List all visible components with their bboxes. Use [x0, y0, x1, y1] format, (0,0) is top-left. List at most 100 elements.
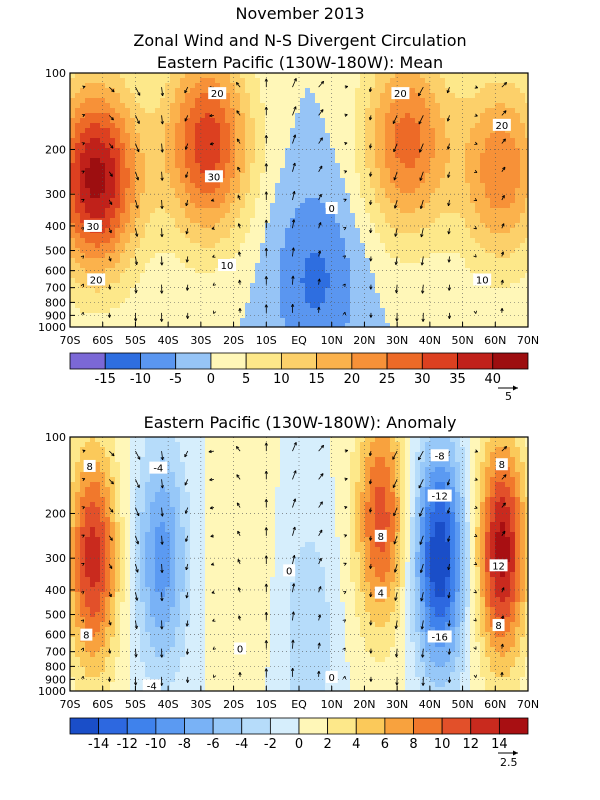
- field-cell: [450, 188, 456, 194]
- field-cell: [485, 223, 491, 229]
- field-cell: [510, 108, 516, 114]
- field-cell: [425, 278, 431, 284]
- field-cell: [500, 153, 506, 159]
- field-cell: [230, 98, 236, 104]
- field-cell: [220, 98, 226, 104]
- field-cell: [230, 143, 236, 149]
- field-cell: [155, 193, 161, 199]
- field-cell: [420, 183, 426, 189]
- field-cell: [515, 73, 521, 79]
- field-cell: [305, 158, 311, 164]
- field-cell: [300, 138, 306, 144]
- field-cell: [355, 203, 361, 209]
- vector-arrow: [318, 109, 324, 116]
- field-cell: [95, 253, 101, 259]
- field-cell: [395, 233, 401, 239]
- field-cell: [405, 303, 411, 309]
- field-cell: [305, 148, 311, 154]
- field-cell: [95, 83, 101, 89]
- field-cell: [135, 203, 141, 209]
- field-cell: [485, 138, 491, 144]
- field-cell: [350, 163, 356, 169]
- field-cell: [410, 273, 416, 279]
- field-cell: [290, 138, 296, 144]
- field-cell: [120, 133, 126, 139]
- field-cell: [360, 308, 366, 314]
- field-cell: [285, 93, 291, 99]
- field-cell: [505, 248, 511, 254]
- field-cell: [320, 233, 326, 239]
- field-cell: [225, 128, 231, 134]
- field-cell: [135, 163, 141, 169]
- field-cell: [305, 268, 311, 274]
- field-cell: [265, 273, 271, 279]
- field-cell: [215, 78, 221, 84]
- field-cell: [265, 323, 271, 327]
- field-cell: [520, 93, 526, 99]
- vector-arrow-head: [160, 149, 164, 153]
- field-cell: [315, 243, 321, 249]
- field-cell: [70, 283, 76, 289]
- field-cell: [150, 233, 156, 239]
- field-cell: [365, 318, 371, 324]
- field-cell: [160, 188, 166, 194]
- field-cell: [455, 173, 461, 179]
- field-cell: [145, 143, 151, 149]
- field-cell: [485, 88, 491, 94]
- field-cell: [225, 93, 231, 99]
- field-cell: [320, 308, 326, 314]
- field-cell: [130, 158, 136, 164]
- field-cell: [475, 188, 481, 194]
- field-cell: [130, 253, 136, 259]
- field-cell: [505, 173, 511, 179]
- field-cell: [220, 303, 226, 309]
- field-cell: [165, 288, 171, 294]
- field-cell: [165, 113, 171, 119]
- field-cell: [510, 278, 516, 284]
- field-cell: [365, 253, 371, 259]
- field-cell: [385, 268, 391, 274]
- field-cell: [480, 323, 486, 327]
- field-cell: [295, 103, 301, 109]
- field-cell: [290, 288, 296, 294]
- field-cell: [310, 173, 316, 179]
- vector-arrow: [419, 143, 424, 153]
- field-cell: [120, 163, 126, 169]
- field-cell: [215, 228, 221, 234]
- field-cell: [380, 193, 386, 199]
- field-cell: [225, 218, 231, 224]
- field-cell: [270, 298, 276, 304]
- field-cell: [400, 133, 406, 139]
- field-cell: [205, 263, 211, 269]
- field-cell: [510, 143, 516, 149]
- field-cell: [105, 158, 111, 164]
- field-cell: [320, 203, 326, 209]
- field-cell: [310, 133, 316, 139]
- field-cell: [255, 223, 261, 229]
- field-cell: [125, 133, 131, 139]
- field-cell: [210, 128, 216, 134]
- field-cell: [270, 143, 276, 149]
- field-cell: [305, 103, 311, 109]
- field-cell: [465, 243, 471, 249]
- field-cell: [200, 138, 206, 144]
- field-cell: [240, 118, 246, 124]
- field-cell: [485, 268, 491, 274]
- field-cell: [525, 123, 528, 129]
- field-cell: [310, 263, 316, 269]
- field-cell: [315, 293, 321, 299]
- field-cell: [250, 218, 256, 224]
- field-cell: [120, 93, 126, 99]
- field-cell: [225, 183, 231, 189]
- field-cell: [250, 98, 256, 104]
- field-cell: [415, 298, 421, 304]
- field-cell: [395, 243, 401, 249]
- field-cell: [385, 238, 391, 244]
- vector-arrow-head: [342, 255, 347, 259]
- field-cell: [515, 123, 521, 129]
- field-cell: [150, 308, 156, 314]
- field-cell: [345, 293, 351, 299]
- field-cell: [335, 123, 341, 129]
- field-cell: [275, 293, 281, 299]
- field-cell: [395, 278, 401, 284]
